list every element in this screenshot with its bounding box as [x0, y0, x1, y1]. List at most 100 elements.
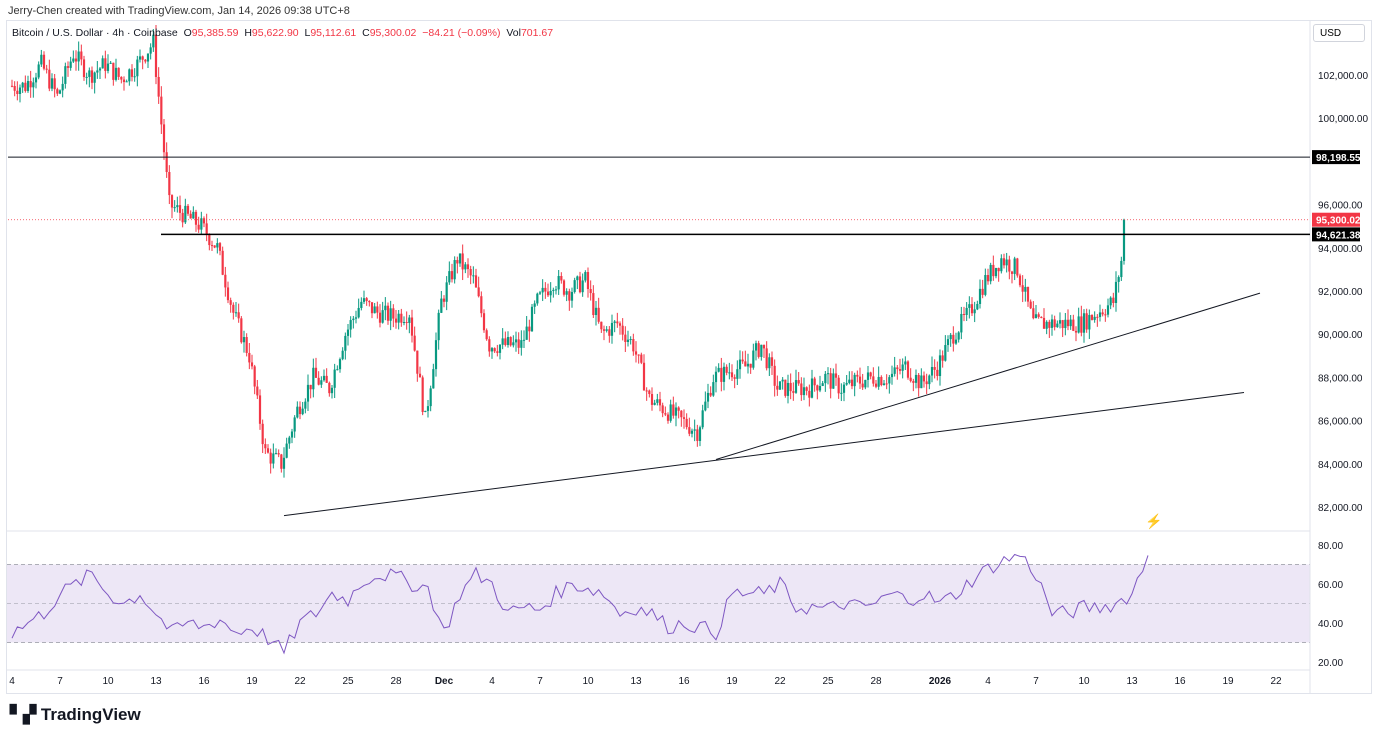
candle-body: [653, 402, 656, 405]
candle-body: [680, 410, 683, 418]
level-label-bg: [1312, 150, 1360, 165]
candle-body: [488, 339, 491, 352]
candle-body: [96, 70, 99, 73]
candle-body: [842, 384, 846, 393]
candle-body: [189, 213, 192, 219]
candle-body: [696, 429, 699, 441]
candle-body: [472, 275, 475, 277]
candle-body: [309, 384, 312, 390]
candle-body: [304, 401, 307, 409]
candle-body: [288, 437, 291, 444]
candle-body: [744, 361, 747, 367]
candle-body: [634, 351, 638, 355]
candle-body: [1096, 316, 1099, 318]
candle-body: [864, 379, 867, 388]
candle-body: [21, 82, 24, 88]
candle-body: [373, 306, 376, 314]
price-tick-label: 86,000.00: [1318, 417, 1363, 428]
candle-body: [416, 350, 419, 374]
candle-body: [1053, 319, 1056, 328]
candle-body: [520, 340, 523, 348]
candle-body: [954, 339, 958, 344]
candle-body: [992, 264, 995, 277]
candle-body: [405, 322, 408, 324]
symbol-name[interactable]: Bitcoin / U.S. Dollar · 4h · Coinbase: [12, 27, 178, 39]
candle-body: [904, 361, 907, 365]
candle-body: [946, 339, 950, 346]
candle-body: [618, 323, 622, 326]
candle-body: [77, 51, 80, 62]
candle-body: [296, 406, 299, 418]
candle-body: [426, 406, 430, 411]
candle-body: [581, 280, 584, 293]
currency-selector[interactable]: USD: [1313, 24, 1365, 42]
candle-body: [362, 298, 366, 302]
candle-body: [1072, 319, 1075, 331]
candle-body: [706, 392, 710, 402]
candle-body: [578, 276, 582, 293]
candle-body: [394, 318, 398, 323]
price-tick-label: 90,000.00: [1318, 330, 1363, 341]
candle-body: [1112, 297, 1115, 303]
candle-body: [1109, 297, 1112, 306]
candle-body: [738, 359, 742, 370]
candle-body: [890, 373, 894, 378]
candle-body: [816, 385, 819, 391]
candle-body: [933, 367, 936, 370]
candle-body: [210, 245, 214, 247]
candle-body: [762, 344, 766, 349]
candle-body: [658, 399, 662, 406]
candle-body: [880, 376, 883, 386]
candle-body: [333, 369, 336, 388]
candle-body: [629, 339, 632, 341]
candle-body: [552, 289, 555, 291]
candle-body: [277, 453, 280, 455]
candle-body: [322, 375, 326, 381]
rsi-line: [11, 553, 1149, 655]
candle-body: [962, 313, 966, 315]
candle-body: [541, 287, 544, 293]
candle-body: [408, 317, 411, 323]
candle-body: [568, 291, 571, 301]
price-tick-label: 92,000.00: [1318, 287, 1363, 298]
candle-body: [216, 243, 219, 248]
candle-body: [402, 322, 406, 324]
candle-body: [112, 62, 115, 80]
candle-body: [685, 418, 688, 428]
time-tick-label: 2026: [929, 676, 952, 687]
candle-body: [117, 67, 120, 77]
brand-name: TradingView: [40, 705, 141, 724]
candle-body: [378, 312, 382, 323]
candle-body: [888, 377, 891, 384]
candle-body: [648, 390, 651, 395]
time-tick-label: 22: [294, 676, 306, 687]
candle-body: [10, 85, 14, 87]
candle-body: [848, 379, 851, 383]
candle-body: [1032, 308, 1035, 319]
candle-body: [850, 379, 854, 387]
candle-body: [896, 367, 899, 370]
candle-body: [506, 337, 510, 345]
candle-body: [493, 348, 496, 352]
candle-body: [576, 276, 579, 281]
candle-body: [536, 293, 539, 304]
candle-body: [781, 379, 784, 382]
candle-body: [856, 374, 859, 377]
candle-body: [586, 272, 590, 290]
candle-body: [141, 56, 144, 60]
candle-body: [1066, 319, 1070, 327]
candle-body: [341, 350, 344, 360]
candle-body: [949, 334, 952, 340]
candle-body: [325, 375, 328, 383]
candle-body: [226, 287, 230, 301]
candle-body: [624, 334, 627, 342]
candle-body: [608, 329, 611, 336]
candle-body: [376, 306, 379, 313]
candle-body: [397, 313, 400, 323]
candle-body: [650, 394, 654, 405]
candle-body: [336, 369, 339, 371]
candle-body: [232, 304, 235, 313]
candle-body: [997, 267, 1000, 272]
candle-body: [354, 317, 358, 319]
